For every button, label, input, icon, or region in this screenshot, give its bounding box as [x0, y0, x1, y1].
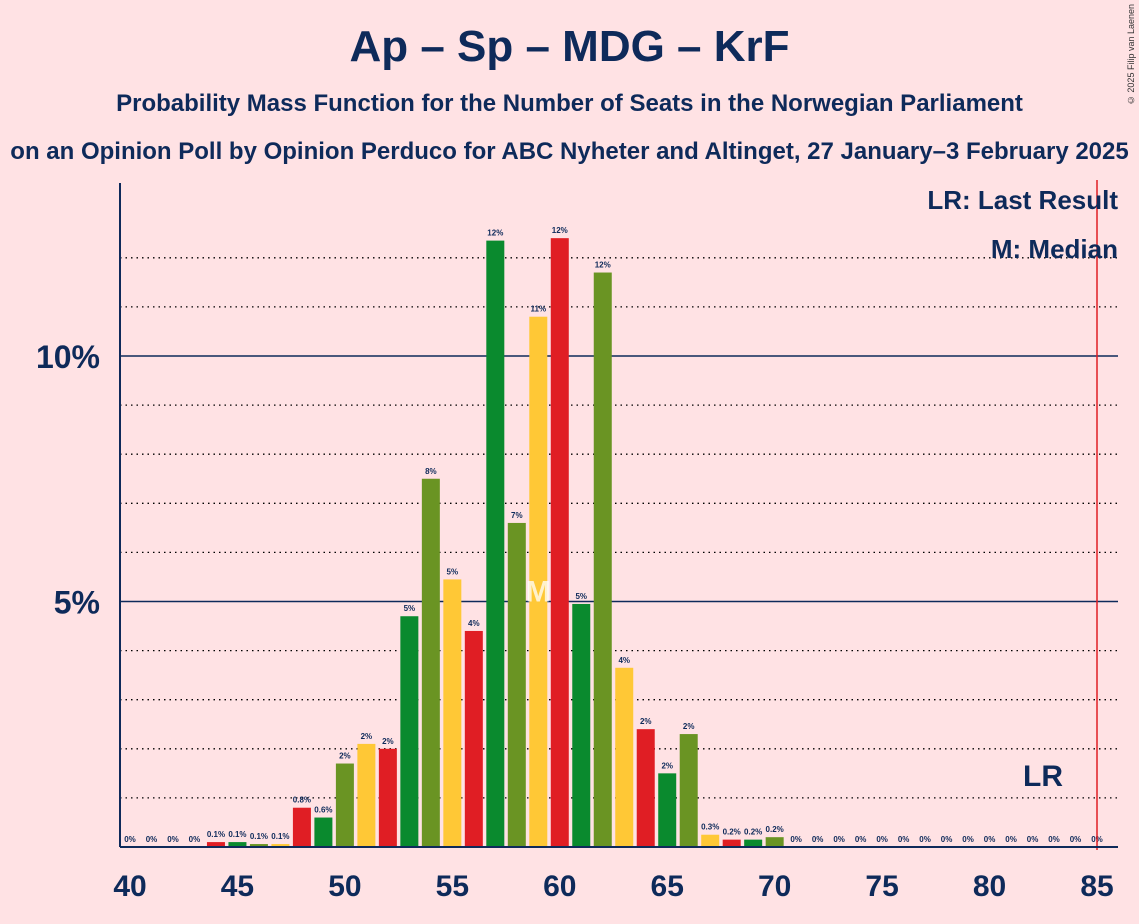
x-tick-label-60: 60: [543, 870, 576, 903]
bar-seats-50: [335, 763, 354, 847]
bar-label-84: 0%: [1070, 835, 1082, 844]
bar-label-41: 0%: [146, 835, 158, 844]
bar-label-82: 0%: [1027, 835, 1039, 844]
bar-label-70: 0.2%: [766, 825, 784, 834]
bar-seats-67: [701, 834, 720, 847]
axes-group: LR 40 45 50 55 60 65 70 75 80 85 5% 10%: [36, 180, 1118, 903]
bar-label-78: 0%: [941, 835, 953, 844]
bar-seats-66: [679, 734, 698, 847]
bar-label-61: 5%: [575, 592, 587, 601]
bar-label-56: 4%: [468, 619, 480, 628]
bar-label-79: 0%: [962, 835, 974, 844]
bar-label-71: 0%: [790, 835, 802, 844]
bar-seats-46: [249, 844, 268, 847]
bar-label-43: 0%: [189, 835, 201, 844]
gridlines: [120, 257, 1118, 799]
bar-label-75: 0%: [876, 835, 888, 844]
bar-label-60: 12%: [552, 226, 568, 235]
bar-seats-60: [550, 238, 569, 847]
bar-label-65: 2%: [661, 761, 673, 770]
bar-label-59: 11%: [530, 305, 546, 314]
bar-seats-54: [421, 478, 440, 847]
bar-label-50: 2%: [339, 752, 351, 761]
bar-label-66: 2%: [683, 722, 695, 731]
bar-seats-58: [507, 522, 526, 847]
bar-label-81: 0%: [1005, 835, 1017, 844]
bar-label-54: 8%: [425, 467, 437, 476]
bar-label-72: 0%: [812, 835, 824, 844]
bar-label-47: 0.1%: [271, 832, 289, 841]
chart-source-line: on an Opinion Poll by Opinion Perduco fo…: [10, 138, 1129, 165]
bar-label-55: 5%: [447, 567, 459, 576]
bar-seats-65: [658, 773, 677, 847]
median-marker: M: [526, 576, 551, 609]
bar-seats-64: [636, 729, 655, 847]
bar-label-73: 0%: [833, 835, 845, 844]
bar-label-51: 2%: [361, 732, 373, 741]
bar-label-64: 2%: [640, 717, 652, 726]
bar-seats-62: [593, 272, 612, 847]
legend-median: M: Median: [991, 234, 1118, 264]
y-tick-label-10: 10%: [36, 339, 100, 375]
x-tick-label-45: 45: [221, 870, 254, 903]
x-tick-label-75: 75: [865, 870, 898, 903]
bar-label-68: 0.2%: [723, 828, 741, 837]
y-tick-label-5: 5%: [54, 585, 100, 621]
chart-title: Ap – Sp – MDG – KrF: [349, 22, 790, 71]
bar-label-77: 0%: [919, 835, 931, 844]
bar-label-48: 0.8%: [293, 796, 311, 805]
bar-seats-55: [443, 579, 462, 847]
bar-seats-69: [744, 839, 763, 847]
bar-seats-51: [357, 743, 376, 847]
last-result-marker: LR: [1023, 760, 1063, 793]
bar-seats-68: [722, 839, 741, 847]
bar-seats-53: [400, 616, 419, 847]
bar-seats-47: [271, 844, 290, 847]
bar-label-67: 0.3%: [701, 823, 719, 832]
bar-label-44: 0.1%: [207, 830, 225, 839]
bar-label-58: 7%: [511, 511, 523, 520]
bar-label-57: 12%: [487, 229, 503, 238]
x-tick-label-40: 40: [113, 870, 146, 903]
bar-label-40: 0%: [124, 835, 136, 844]
bar-label-52: 2%: [382, 737, 394, 746]
bar-label-76: 0%: [898, 835, 910, 844]
bar-seats-49: [314, 817, 333, 847]
bar-seats-70: [765, 837, 784, 847]
bars-group: [206, 238, 784, 848]
bar-label-74: 0%: [855, 835, 867, 844]
bar-label-80: 0%: [984, 835, 996, 844]
bar-label-49: 0.6%: [314, 806, 332, 815]
x-tick-label-50: 50: [328, 870, 361, 903]
bar-label-45: 0.1%: [228, 830, 246, 839]
bar-labels-group: 0% 0% 0% 0%0.1% 0.1% 0.1% 0.1%0.8%0.6%2%2%2%5%…: [124, 226, 1103, 844]
bar-seats-45: [228, 842, 247, 847]
bar-label-42: 0%: [167, 835, 179, 844]
x-tick-label-70: 70: [758, 870, 791, 903]
bar-seats-52: [378, 748, 397, 847]
bar-seats-57: [486, 240, 505, 848]
bar-seats-63: [615, 667, 634, 847]
bar-seats-61: [572, 603, 591, 847]
bar-label-69: 0.2%: [744, 828, 762, 837]
x-tick-label-65: 65: [651, 870, 684, 903]
bar-seats-48: [292, 807, 311, 847]
bar-seats-44: [206, 842, 225, 847]
chart-subtitle: Probability Mass Function for the Number…: [116, 90, 1023, 117]
bar-label-83: 0%: [1048, 835, 1060, 844]
legend-last-result: LR: Last Result: [927, 185, 1118, 215]
x-tick-label-55: 55: [436, 870, 469, 903]
x-tick-label-80: 80: [973, 870, 1006, 903]
bar-label-53: 5%: [404, 604, 416, 613]
bar-seats-56: [464, 630, 483, 847]
bar-label-62: 12%: [595, 261, 611, 270]
bar-seats-59: [529, 316, 548, 848]
x-tick-label-85: 85: [1080, 870, 1113, 903]
bar-label-63: 4%: [618, 656, 630, 665]
bar-label-46: 0.1%: [250, 832, 268, 841]
